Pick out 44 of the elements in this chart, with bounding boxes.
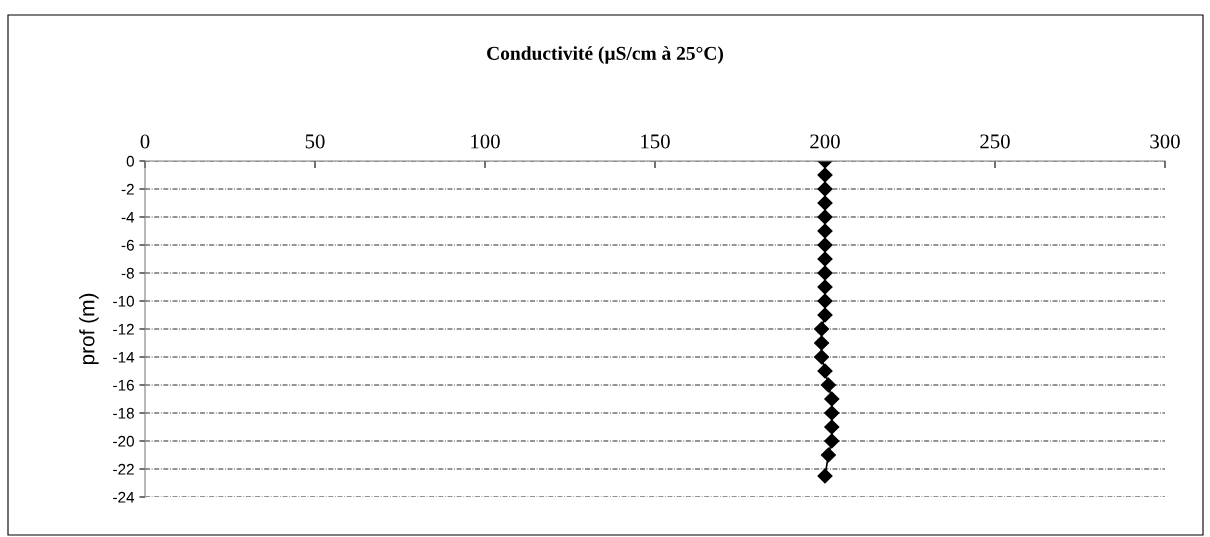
point — [817, 181, 833, 197]
point — [817, 209, 833, 225]
x-tick-label: 0 — [140, 134, 150, 149]
y-tick-label: 0 — [126, 155, 134, 167]
y-tick-label: -22 — [113, 463, 134, 475]
point — [824, 433, 840, 449]
point — [814, 349, 830, 365]
point — [817, 167, 833, 183]
x-tick-label: 300 — [1150, 134, 1180, 149]
point — [824, 405, 840, 421]
point — [817, 363, 833, 379]
y-tick-label: -2 — [121, 183, 134, 195]
point — [824, 391, 840, 407]
y-tick-label: -6 — [121, 239, 134, 251]
y-tick-label: -18 — [113, 407, 134, 419]
point — [817, 237, 833, 253]
point — [814, 321, 830, 337]
y-tick-label: -14 — [113, 352, 135, 363]
y-tick-label: -20 — [113, 435, 134, 447]
point — [824, 419, 840, 435]
point — [817, 293, 833, 309]
x-tick-label: 100 — [471, 134, 500, 149]
x-tick-label: 150 — [641, 134, 670, 149]
y-tick-label: -16 — [113, 379, 134, 391]
y-tick-label: -12 — [113, 323, 134, 335]
point — [820, 447, 836, 463]
x-tick-label: 250 — [980, 134, 1010, 149]
x-tick-label: 50 — [305, 134, 325, 149]
point — [817, 251, 833, 267]
point — [820, 377, 836, 393]
chart-title: Conductivité (µS/cm à 25°C) — [487, 46, 723, 64]
point — [817, 265, 833, 281]
point — [817, 279, 833, 295]
y-tick-label: -4 — [121, 212, 135, 223]
point — [817, 468, 833, 484]
point — [817, 223, 833, 239]
point — [817, 307, 833, 323]
point — [817, 195, 833, 211]
y-tick-label: -10 — [113, 295, 134, 307]
y-axis-title: prof (m) — [79, 293, 99, 365]
x-tick-label: 200 — [810, 134, 840, 149]
y-tick-label: -8 — [121, 267, 134, 279]
y-tick-label: -24 — [113, 491, 135, 503]
point — [814, 335, 830, 351]
